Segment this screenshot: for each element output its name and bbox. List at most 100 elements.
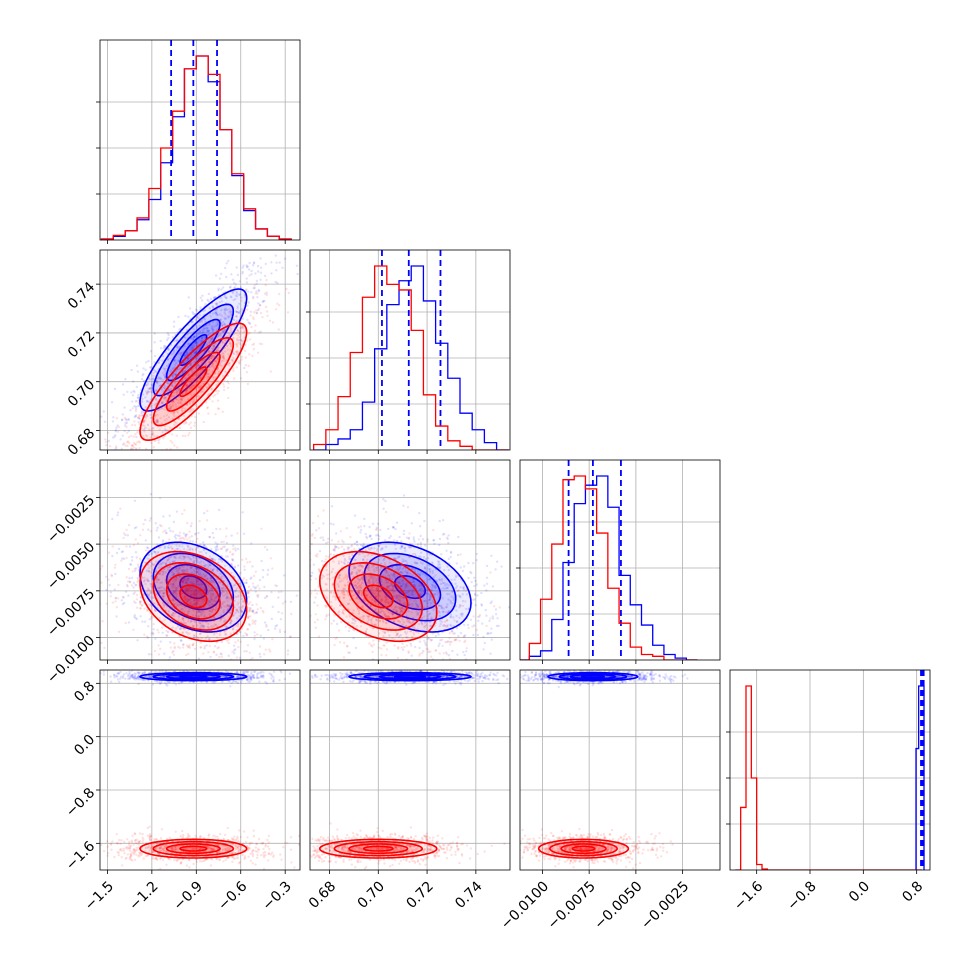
scatter-point [438, 519, 441, 523]
scatter-point [197, 615, 201, 618]
scatter-point [353, 566, 356, 569]
scatter-point [199, 646, 202, 649]
scatter-point [228, 565, 232, 568]
scatter-point [132, 451, 134, 453]
scatter-point [387, 527, 390, 531]
scatter-point [274, 254, 277, 257]
scatter-point [119, 438, 122, 441]
scatter-point [416, 570, 420, 573]
scatter-point [494, 688, 496, 690]
scatter-point [185, 581, 188, 584]
scatter-point [153, 545, 157, 549]
scatter-point [246, 616, 250, 619]
scatter-point [411, 580, 415, 584]
scatter-point [376, 561, 379, 564]
scatter-point [142, 522, 145, 526]
scatter-point [179, 352, 183, 355]
scatter-point [376, 566, 379, 569]
scatter-point [186, 599, 190, 602]
scatter-point [178, 603, 181, 607]
scatter-point [217, 333, 221, 336]
scatter-point [134, 409, 138, 413]
scatter-point [201, 368, 205, 371]
scatter-point [167, 388, 171, 391]
scatter-point [114, 572, 117, 576]
scatter-point [278, 545, 280, 547]
scatter-point [447, 541, 450, 545]
scatter-point [180, 382, 183, 385]
scatter-point [333, 544, 337, 548]
scatter-point [437, 644, 440, 648]
scatter-point [225, 548, 228, 551]
hist-panel-3 [730, 670, 930, 870]
scatter-point [127, 494, 129, 496]
scatter-point [197, 599, 200, 602]
scatter-point [167, 543, 171, 546]
scatter-point [138, 414, 141, 417]
scatter-point [206, 519, 209, 522]
scatter-point [211, 327, 214, 331]
scatter-point [228, 609, 231, 612]
scatter-point [152, 550, 156, 553]
scatter-point [194, 533, 197, 536]
scatter-point [226, 386, 230, 390]
scatter-point [147, 570, 151, 573]
scatter-point [183, 538, 186, 541]
scatter-point [418, 525, 422, 528]
scatter-point [149, 493, 153, 496]
scatter-point [201, 624, 204, 628]
scatter-point [149, 378, 152, 381]
scatter-point [161, 379, 165, 382]
scatter-point [160, 586, 164, 589]
scatter-point [214, 348, 217, 351]
scatter-point [125, 576, 128, 579]
scatter-point [102, 410, 106, 413]
scatter-point [132, 380, 135, 383]
scatter-point [428, 578, 431, 581]
scatter-point [180, 391, 183, 395]
scatter-point [410, 593, 413, 596]
scatter-point [161, 453, 163, 455]
scatter-point [146, 423, 150, 427]
scatter-point [207, 372, 210, 375]
scatter-point [399, 565, 402, 569]
scatter-point [175, 390, 178, 393]
scatter-point [444, 587, 447, 590]
scatter-point [451, 590, 454, 593]
scatter-panel-2-1 [246, 460, 510, 690]
scatter-point [162, 603, 166, 607]
scatter-point [165, 418, 168, 421]
scatter-point [156, 420, 159, 423]
scatter-point [266, 573, 269, 576]
scatter-point [296, 540, 298, 542]
scatter-point [221, 356, 225, 359]
scatter-point [382, 559, 385, 562]
scatter-point [161, 431, 164, 434]
scatter-point [196, 601, 199, 605]
scatter-point [110, 574, 114, 578]
scatter-point [393, 574, 397, 577]
scatter-point [184, 587, 187, 590]
scatter-point [219, 350, 223, 353]
scatter-point [191, 378, 194, 381]
scatter-point [196, 570, 199, 574]
scatter-point [454, 574, 458, 577]
scatter-point [248, 560, 252, 564]
scatter-point [147, 549, 150, 552]
scatter-point [171, 530, 175, 533]
scatter-point [210, 381, 213, 384]
scatter-point [230, 571, 233, 575]
scatter-point [483, 584, 486, 587]
scatter-point [246, 551, 248, 553]
scatter-point [216, 322, 220, 326]
scatter-point [198, 550, 201, 554]
scatter-point [199, 646, 203, 649]
scatter-point [177, 571, 180, 575]
scatter-point [219, 319, 222, 322]
scatter-point [169, 545, 173, 548]
scatter-point [162, 592, 165, 596]
scatter-point [189, 426, 193, 429]
scatter-point [150, 575, 153, 578]
scatter-point [480, 591, 483, 595]
scatter-point [232, 318, 236, 322]
